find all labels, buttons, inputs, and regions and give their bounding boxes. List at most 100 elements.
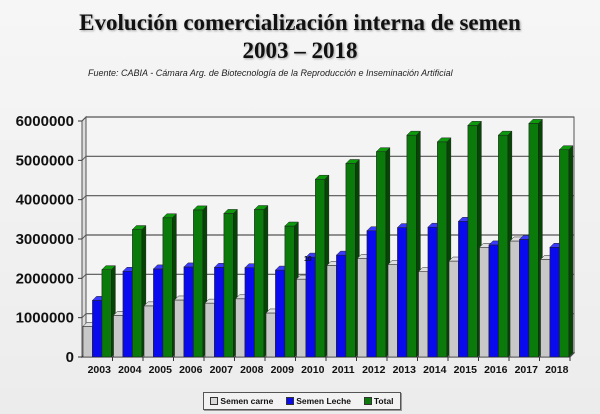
bar-front: [376, 151, 387, 358]
bar-front: [437, 141, 448, 358]
bar-front: [519, 239, 530, 358]
bar-top: [101, 265, 116, 270]
gridline-side: [81, 234, 87, 240]
bar-side: [568, 145, 574, 358]
bar-front: [122, 270, 133, 358]
y-tick-label: 6000000: [16, 113, 74, 130]
bar-front: [357, 257, 368, 358]
gridline-side: [81, 273, 87, 279]
bar-front: [132, 229, 143, 358]
bar-top: [528, 119, 543, 124]
bar-front: [113, 315, 124, 358]
bar-front: [406, 134, 417, 358]
bar-front: [345, 163, 356, 358]
bar-top: [497, 130, 513, 136]
bar-front: [296, 278, 307, 358]
bar-front: [254, 209, 265, 358]
gridline-side: [81, 313, 87, 319]
bar-front: [467, 125, 478, 358]
y-tick-label: 5000000: [16, 152, 74, 169]
legend-swatch-semen-carne: [210, 397, 219, 405]
bar-top: [253, 205, 269, 210]
legend-swatch-total: [363, 397, 372, 405]
x-tick-label: 2016: [484, 364, 508, 376]
bar-top: [223, 209, 238, 214]
y-tick-label: 1000000: [16, 310, 74, 327]
bar-front: [162, 217, 173, 358]
y-tick-label: 0: [66, 349, 74, 366]
chart-title-line2: 2003 – 2018: [242, 38, 358, 63]
x-tick-label: 2017: [515, 364, 539, 376]
bar-front: [92, 300, 103, 358]
bar-front: [223, 213, 234, 358]
legend-label: Total: [373, 396, 394, 406]
bar-front: [275, 269, 286, 358]
x-axis-ticks: 2003 2004 2005 2006 2007 2008 2009 2010 2011 2012…: [88, 357, 571, 376]
chart-source: Fuente: CABIA - Cámara Arg. de Biotecnol…: [88, 68, 453, 78]
bar-front: [204, 302, 215, 358]
bar-front: [143, 305, 154, 358]
bar-front: [326, 265, 337, 358]
partial-data-label: 10: [304, 256, 312, 263]
bar-top: [284, 221, 299, 227]
bar-front: [183, 266, 194, 358]
bar-front: [265, 312, 276, 358]
bar-front: [448, 260, 459, 358]
bar-top: [436, 137, 452, 143]
y-tick-label: 4000000: [16, 192, 74, 209]
x-tick-label: 2018: [545, 364, 569, 376]
bar-front: [549, 246, 560, 358]
bar-top: [467, 121, 482, 126]
y-axis-ticks: 0 1000000 2000000 3000000 4000000 5000000 6000…: [16, 113, 82, 366]
legend-label: Semen Leche: [296, 396, 352, 406]
legend-item-semen-carne: Semen carne: [210, 396, 273, 406]
bar-front: [528, 123, 539, 358]
bar-front: [284, 225, 295, 358]
gridline-side: [81, 116, 87, 122]
bar-front: [387, 264, 398, 358]
legend-swatch-semen-leche: [286, 397, 295, 405]
bar-front: [214, 267, 225, 358]
bar-front: [305, 256, 316, 358]
x-tick-label: 2006: [179, 364, 203, 376]
legend-item-total: Total: [363, 396, 394, 406]
bar-front: [418, 271, 429, 358]
bar-top: [558, 145, 574, 150]
x-tick-label: 2013: [393, 364, 417, 376]
bar-top: [375, 147, 391, 152]
x-tick-label: 2014: [423, 364, 447, 376]
bar-top: [345, 159, 360, 164]
bar-front: [509, 240, 520, 358]
bar-total-2003: [101, 265, 116, 358]
bar-front: [366, 230, 377, 358]
y-tick-label: 3000000: [16, 231, 74, 248]
bars: [82, 118, 574, 358]
legend-item-semen-leche: Semen Leche: [286, 396, 351, 406]
bar-top: [314, 174, 330, 180]
bar-top: [406, 130, 421, 136]
bar-front: [488, 244, 499, 358]
x-tick-label: 2003: [88, 364, 112, 376]
bar-front: [235, 298, 246, 358]
bar-front: [315, 178, 326, 358]
chart-title-line1: Evolución comercialización interna de se…: [79, 10, 521, 35]
bar-front: [479, 246, 490, 358]
bar-front: [153, 268, 164, 358]
x-tick-label: 2004: [118, 364, 142, 376]
chart-legend: Semen carne Semen Leche Total: [203, 392, 401, 410]
bar-front: [82, 326, 93, 358]
bar-front: [559, 149, 570, 358]
legend-label: Semen carne: [220, 396, 274, 406]
bar-front: [193, 209, 204, 358]
bar-front: [244, 267, 255, 358]
bar-front: [427, 226, 438, 358]
gridline-side: [81, 195, 87, 201]
bar-front: [540, 259, 551, 358]
bar-front: [336, 254, 347, 358]
x-tick-label: 2008: [240, 364, 264, 376]
x-tick-label: 2007: [210, 364, 234, 376]
x-tick-label: 2009: [271, 364, 295, 376]
x-tick-label: 2011: [332, 364, 355, 376]
bar-total-2018: [558, 145, 574, 358]
